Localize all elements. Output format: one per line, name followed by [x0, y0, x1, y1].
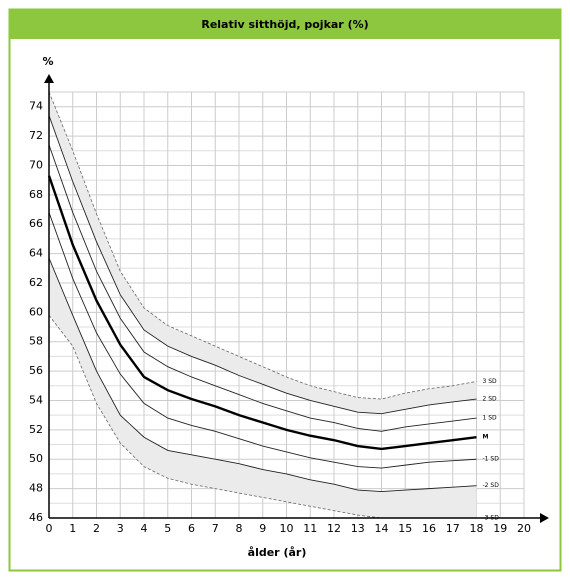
x-tick-label: 8: [236, 522, 243, 535]
y-tick-label: 72: [29, 129, 43, 142]
x-tick-label: 4: [141, 522, 148, 535]
series-end-label: -1 SD: [483, 456, 500, 463]
x-axis-label: ålder (år): [248, 546, 307, 559]
x-tick-label: 9: [259, 522, 266, 535]
y-tick-label: 52: [29, 423, 43, 436]
series-line: [48, 212, 477, 469]
chart-title: Relativ sitthöjd, pojkar (%): [201, 18, 368, 31]
x-tick-label: 18: [470, 522, 484, 535]
y-tick-label: 62: [29, 276, 43, 289]
y-tick-label: 68: [29, 188, 43, 201]
x-tick-label: 12: [327, 522, 341, 535]
y-arrow: [44, 74, 54, 83]
y-tick-label: 66: [29, 217, 43, 230]
x-tick-label: 10: [280, 522, 294, 535]
sd-band: [49, 92, 477, 414]
x-tick-label: 1: [69, 522, 76, 535]
x-tick-label: 14: [375, 522, 389, 535]
series-end-label: 3 SD: [483, 378, 498, 385]
x-tick-label: 0: [46, 522, 53, 535]
y-tick-label: 58: [29, 335, 43, 348]
x-tick-label: 3: [117, 522, 124, 535]
x-tick-label: 6: [188, 522, 195, 535]
x-tick-label: 19: [493, 522, 507, 535]
x-tick-label: 13: [351, 522, 365, 535]
series-end-label: M: [483, 434, 489, 441]
y-axis-label: %: [42, 55, 53, 68]
header: [10, 10, 560, 39]
x-tick-label: 16: [422, 522, 436, 535]
series-end-label: 2 SD: [483, 396, 498, 403]
series-line: [48, 115, 477, 415]
series-line: [47, 175, 477, 451]
y-tick-label: 74: [29, 100, 43, 113]
x-tick-label: 20: [517, 522, 531, 535]
series-end-label: 1 SD: [483, 415, 498, 422]
y-tick-label: 50: [29, 452, 43, 465]
x-tick-label: 7: [212, 522, 219, 535]
y-tick-label: 46: [29, 511, 43, 524]
sd-band: [49, 257, 477, 518]
y-tick-label: 70: [29, 158, 43, 171]
y-tick-label: 64: [29, 247, 43, 260]
x-tick-label: 2: [93, 522, 100, 535]
x-tick-label: 17: [446, 522, 460, 535]
series-end-label: -2 SD: [483, 482, 500, 489]
series-line: [48, 144, 477, 432]
y-tick-label: 48: [29, 482, 43, 495]
series-line: [48, 91, 477, 400]
x-arrow: [540, 513, 549, 523]
y-tick-label: 56: [29, 364, 43, 377]
series-line: [48, 315, 477, 519]
y-tick-label: 54: [29, 393, 43, 406]
x-tick-label: 11: [303, 522, 317, 535]
x-tick-label: 5: [164, 522, 171, 535]
x-tick-label: 15: [398, 522, 412, 535]
y-tick-label: 60: [29, 305, 43, 318]
series-line: [48, 257, 477, 493]
